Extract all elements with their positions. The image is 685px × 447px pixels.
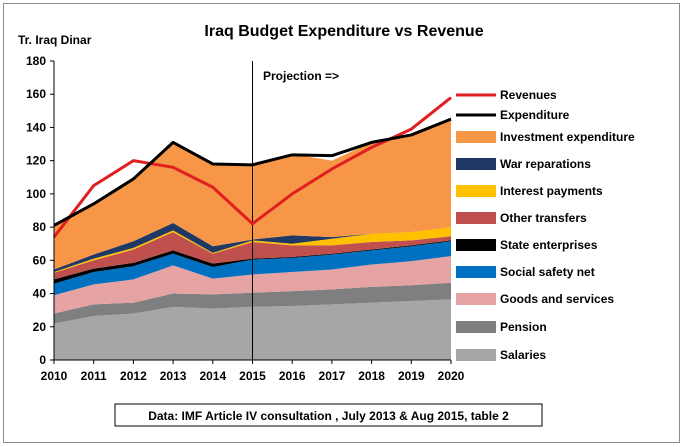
legend-label-other-transfers: Other transfers — [500, 211, 587, 225]
x-tick-label: 2017 — [319, 369, 346, 383]
legend-swatch-salaries — [456, 349, 496, 361]
y-tick-label: 160 — [26, 87, 46, 101]
legend-swatch-investment-expenditure — [456, 131, 496, 143]
y-tick-label: 140 — [26, 120, 46, 134]
x-tick-label: 2014 — [199, 369, 226, 383]
area-war-reparations — [54, 222, 451, 272]
source-note: Data: IMF Article IV consultation , July… — [148, 409, 509, 423]
x-tick-label: 2018 — [358, 369, 385, 383]
x-tick-label: 2011 — [81, 369, 107, 383]
y-tick-label: 120 — [26, 154, 46, 168]
legend-label-pension: Pension — [500, 320, 547, 334]
line-series — [52, 96, 452, 238]
legend-label-state-enterprises: State enterprises — [500, 238, 598, 252]
legend-label-revenues: Revenues — [500, 88, 557, 102]
x-tick-label: 2012 — [120, 369, 147, 383]
y-tick-label: 20 — [33, 320, 47, 334]
chart-frame: Iraq Budget Expenditure vs Revenue Tr. I… — [3, 3, 680, 443]
legend-swatch-state-enterprises — [456, 239, 496, 251]
legend-swatch-interest-payments — [456, 185, 496, 197]
y-tick-label: 0 — [39, 353, 46, 367]
y-tick-label: 80 — [33, 220, 47, 234]
y-tick-label: 60 — [33, 253, 47, 267]
legend-swatch-pension — [456, 321, 496, 333]
x-tick-label: 2020 — [438, 369, 465, 383]
line-expenditure — [53, 117, 452, 227]
area-interest-payments — [54, 227, 451, 273]
x-tick-label: 2013 — [160, 369, 187, 383]
projection-label: Projection => — [263, 69, 339, 83]
legend-label-war-reparations: War reparations — [500, 157, 591, 171]
legend-swatch-goods-and-services — [456, 293, 496, 305]
legend-label-interest-payments: Interest payments — [500, 184, 603, 198]
stacked-areas — [54, 61, 451, 360]
legend-label-social-safety-net: Social safety net — [500, 265, 595, 279]
x-tick-label: 2015 — [239, 369, 266, 383]
axes: 0 20 40 60 80 100 120 140 160 180 2010 2011 2012 2013… — [26, 54, 465, 383]
legend-label-salaries: Salaries — [500, 348, 546, 362]
budget-chart: Iraq Budget Expenditure vs Revenue Tr. I… — [18, 23, 635, 427]
legend-label-goods-and-services: Goods and services — [500, 292, 614, 306]
x-tick-label: 2016 — [279, 369, 306, 383]
chart-title: Iraq Budget Expenditure vs Revenue — [204, 23, 483, 40]
legend-swatch-social-safety-net — [456, 266, 496, 278]
y-axis-label: Tr. Iraq Dinar — [18, 33, 92, 47]
legend-label-expenditure: Expenditure — [500, 108, 570, 122]
legend-swatch-war-reparations — [456, 158, 496, 170]
y-tick-label: 40 — [33, 287, 47, 301]
source-note-box — [114, 403, 543, 427]
legend-label-investment-expenditure: Investment expenditure — [500, 130, 635, 144]
x-tick-label: 2010 — [41, 369, 68, 383]
y-tick-label: 100 — [26, 187, 46, 201]
y-tick-label: 180 — [26, 54, 46, 68]
x-tick-label: 2019 — [398, 369, 425, 383]
legend-swatch-other-transfers — [456, 212, 496, 224]
legend: Revenues Expenditure Investment expenditur… — [456, 88, 635, 362]
